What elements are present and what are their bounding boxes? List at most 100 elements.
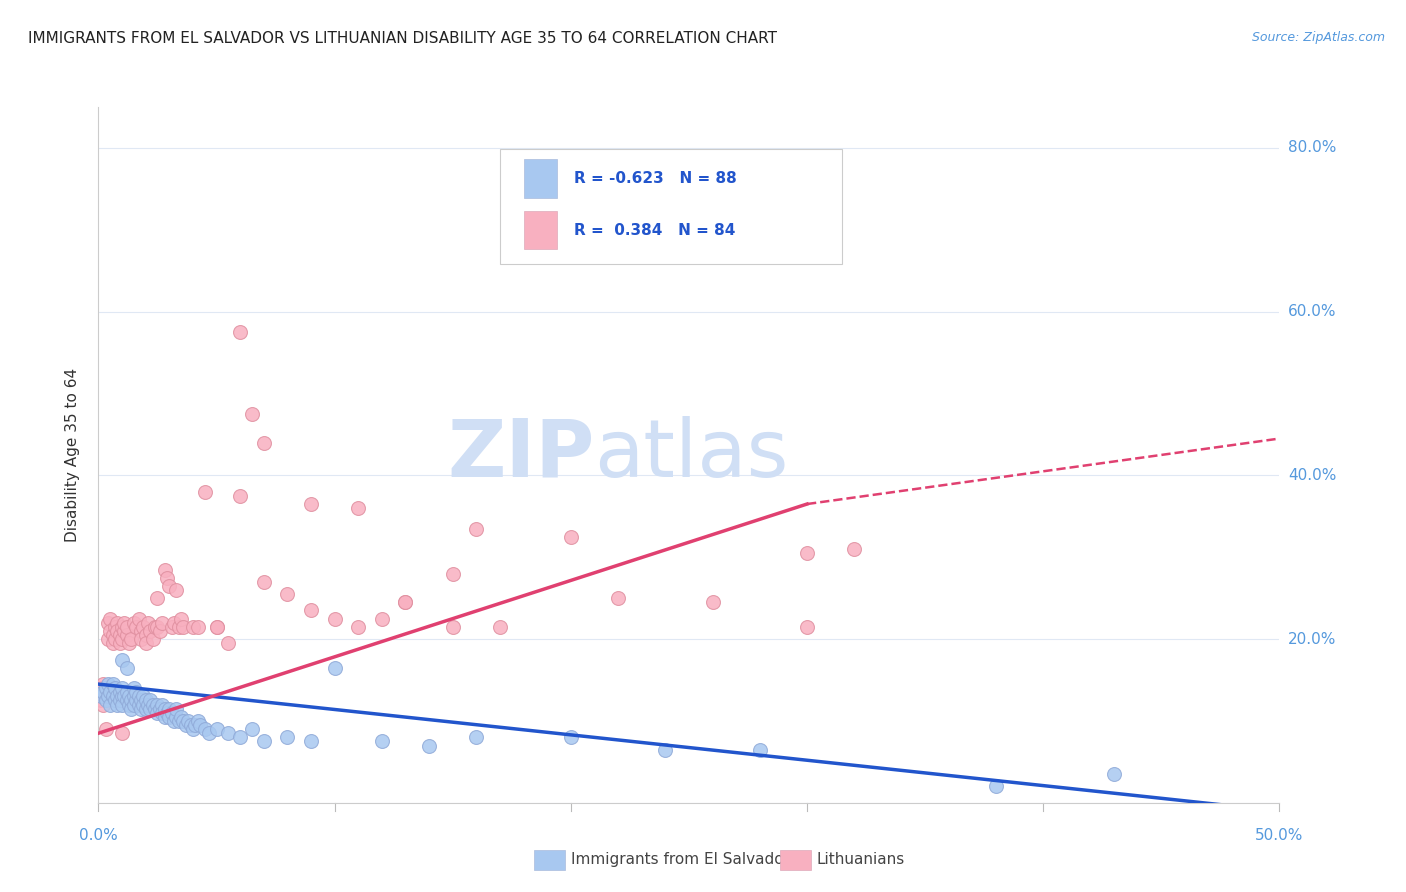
Point <box>105 624 128 638</box>
Point <box>139 693 162 707</box>
Point <box>347 620 370 634</box>
Point <box>229 731 252 745</box>
Point <box>181 722 204 736</box>
Point <box>135 628 157 642</box>
Point <box>121 701 143 715</box>
Point <box>132 690 155 704</box>
Point <box>184 718 207 732</box>
Text: Immigrants from El Salvador: Immigrants from El Salvador <box>571 853 790 867</box>
Text: 80.0%: 80.0% <box>1288 140 1336 155</box>
Point <box>205 620 228 634</box>
Point <box>142 698 165 712</box>
Point <box>146 706 169 720</box>
Point <box>299 497 322 511</box>
Point <box>122 690 145 704</box>
Point <box>194 484 217 499</box>
Point <box>156 706 179 720</box>
Point <box>125 685 148 699</box>
Point <box>253 574 276 589</box>
Point <box>165 710 187 724</box>
Point <box>654 742 676 756</box>
Point <box>172 620 194 634</box>
Point <box>101 690 124 704</box>
Point <box>465 731 488 745</box>
Point <box>299 603 322 617</box>
Point <box>187 620 209 634</box>
Point <box>441 566 464 581</box>
Text: ZIP: ZIP <box>447 416 595 494</box>
Point <box>97 615 120 630</box>
Point <box>129 624 152 638</box>
Point <box>371 734 394 748</box>
Point <box>844 542 866 557</box>
Text: 60.0%: 60.0% <box>1288 304 1336 319</box>
Point <box>167 714 190 728</box>
Point <box>146 620 169 634</box>
Point <box>139 701 162 715</box>
Point <box>115 685 138 699</box>
Point <box>748 202 770 217</box>
Point <box>118 698 141 712</box>
Point <box>97 677 120 691</box>
Point <box>125 620 148 634</box>
Point <box>489 620 512 634</box>
Point <box>149 624 172 638</box>
Point <box>163 714 186 728</box>
Text: R = -0.623   N = 88: R = -0.623 N = 88 <box>575 171 737 186</box>
Point <box>118 690 141 704</box>
Point <box>105 690 128 704</box>
Point <box>172 714 194 728</box>
Point <box>94 693 117 707</box>
Point <box>394 595 416 609</box>
Point <box>165 582 187 597</box>
FancyBboxPatch shape <box>501 149 842 264</box>
Point <box>217 636 239 650</box>
Point <box>465 522 488 536</box>
Point <box>111 690 134 704</box>
Point <box>276 587 298 601</box>
Point <box>115 620 138 634</box>
Point <box>560 731 582 745</box>
Point <box>394 595 416 609</box>
Text: 40.0%: 40.0% <box>1288 468 1336 483</box>
Point <box>90 693 112 707</box>
Point <box>205 722 228 736</box>
Point <box>135 701 157 715</box>
Point <box>170 710 193 724</box>
Point <box>150 615 173 630</box>
Point <box>97 632 120 646</box>
FancyBboxPatch shape <box>523 160 557 197</box>
Point <box>143 701 166 715</box>
Point <box>121 693 143 707</box>
Point <box>441 620 464 634</box>
Point <box>157 710 180 724</box>
Point <box>108 628 131 642</box>
Point <box>94 690 117 704</box>
Point <box>111 652 134 666</box>
Point <box>90 690 112 704</box>
Point <box>91 677 114 691</box>
Point <box>112 690 135 704</box>
Point <box>132 698 155 712</box>
Point <box>111 726 134 740</box>
Point <box>128 612 150 626</box>
Point <box>108 685 131 699</box>
Point <box>98 624 121 638</box>
Point <box>108 693 131 707</box>
Point <box>122 681 145 696</box>
Point <box>104 620 127 634</box>
Point <box>371 612 394 626</box>
Point <box>702 595 724 609</box>
Point <box>112 615 135 630</box>
Point <box>418 739 440 753</box>
Point <box>136 698 159 712</box>
Point <box>111 632 134 646</box>
Point <box>118 636 141 650</box>
Text: R =  0.384   N = 84: R = 0.384 N = 84 <box>575 223 735 237</box>
Point <box>253 435 276 450</box>
Point <box>153 701 176 715</box>
Point <box>150 706 173 720</box>
Text: Lithuanians: Lithuanians <box>817 853 905 867</box>
Point <box>194 722 217 736</box>
Point <box>748 742 770 756</box>
